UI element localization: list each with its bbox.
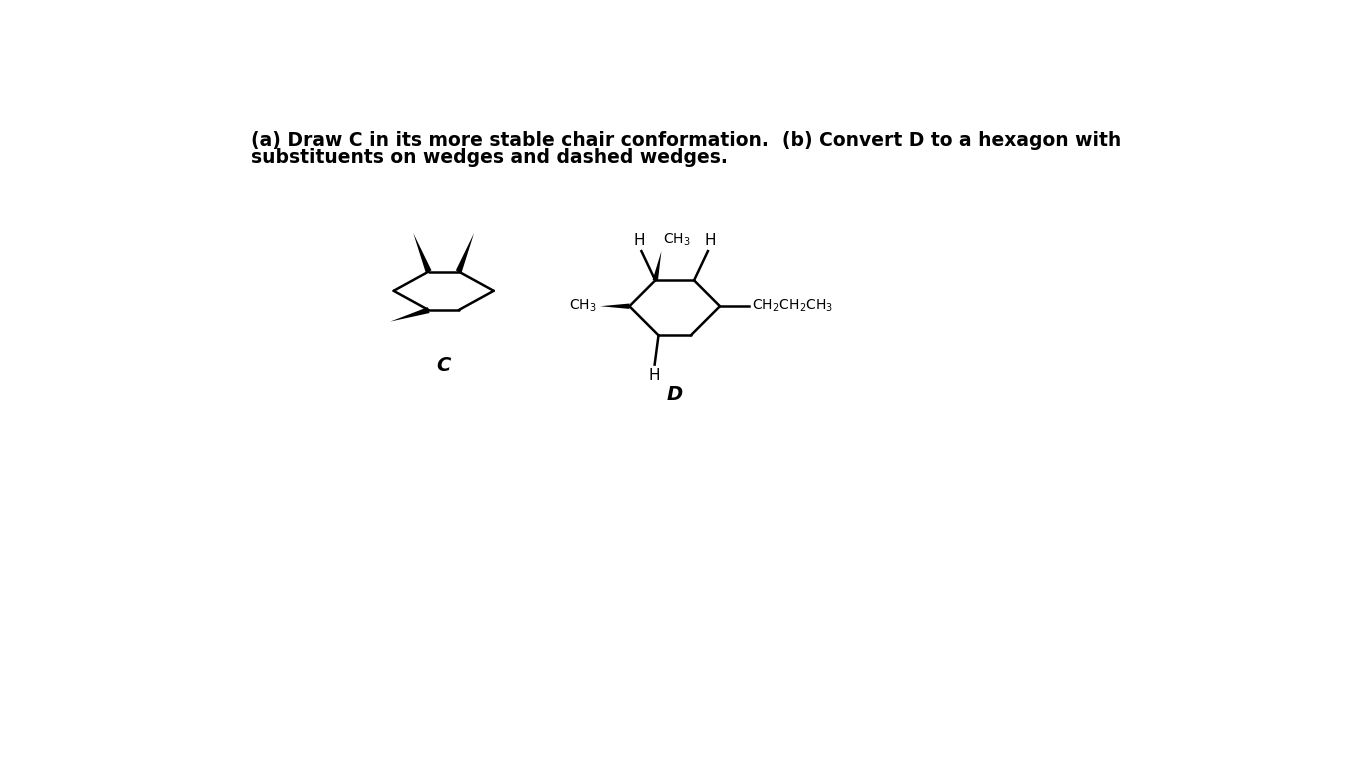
Text: H: H	[649, 368, 660, 382]
Text: CH$_2$CH$_2$CH$_3$: CH$_2$CH$_2$CH$_3$	[753, 298, 833, 314]
Text: H: H	[634, 233, 645, 248]
Polygon shape	[391, 307, 429, 322]
Text: substituents on wedges and dashed wedges.: substituents on wedges and dashed wedges…	[251, 148, 728, 167]
Text: CH$_3$: CH$_3$	[663, 232, 691, 248]
Text: (a) Draw C in its more stable chair conformation.  (b) Convert D to a hexagon wi: (a) Draw C in its more stable chair conf…	[251, 131, 1121, 150]
Text: H: H	[705, 233, 716, 248]
Text: C: C	[437, 356, 451, 376]
Polygon shape	[653, 251, 661, 281]
Polygon shape	[600, 303, 630, 309]
Polygon shape	[414, 233, 432, 273]
Polygon shape	[456, 233, 474, 273]
Text: D: D	[667, 385, 683, 404]
Text: CH$_3$: CH$_3$	[570, 298, 597, 314]
